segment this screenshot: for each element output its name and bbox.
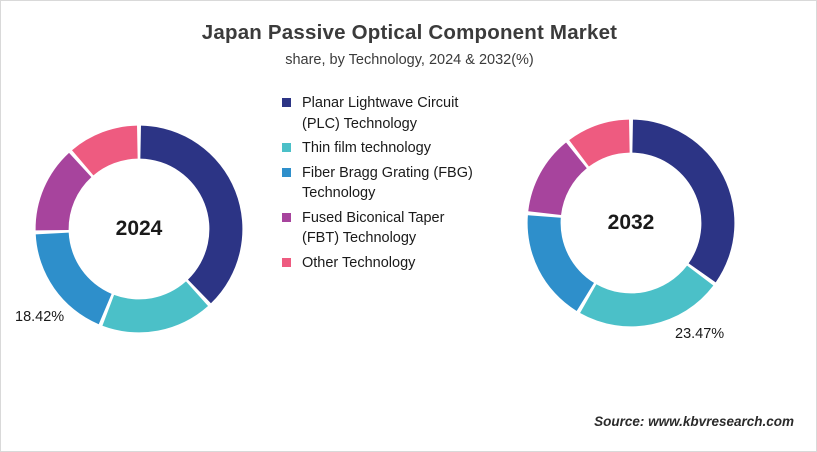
chart-subtitle: share, by Technology, 2024 & 2032(%) — [285, 51, 534, 68]
value-callout-2024: 18.42% — [15, 309, 65, 325]
donut-slice[interactable] — [140, 125, 243, 304]
donut-slice[interactable] — [72, 125, 138, 176]
donut-slice[interactable] — [35, 232, 112, 325]
square-swatch-icon — [282, 167, 291, 177]
page-title: Japan Passive Optical Component Market — [201, 21, 618, 44]
square-swatch-icon — [282, 143, 291, 153]
donut-chart-2024: 2024 — [29, 119, 249, 339]
square-swatch-icon — [282, 258, 291, 268]
legend-item-label: Planar Lightwave Circuit (PLC) Technolog… — [302, 95, 459, 132]
legend-item[interactable]: Planar Lightwave Circuit (PLC) Technolog… — [282, 93, 482, 134]
square-swatch-icon — [282, 98, 291, 107]
donut-slice[interactable] — [527, 215, 595, 311]
donut-svg-2032 — [527, 119, 735, 327]
legend-item-label: Thin film technology — [302, 140, 431, 157]
title-block: Japan Passive Optical Component Market s… — [1, 21, 816, 69]
legend-item[interactable]: Other Technology — [282, 253, 482, 274]
legend-item[interactable]: Thin film technology — [282, 138, 482, 159]
donut-slice[interactable] — [569, 119, 630, 167]
donut-slice[interactable] — [102, 281, 209, 333]
legend-item-label: Other Technology — [302, 255, 416, 272]
legend-item[interactable]: Fused Biconical Taper (FBT) Technology — [282, 208, 482, 249]
donut-slice[interactable] — [580, 265, 714, 327]
source-note: Source: www.kbvresearch.com — [594, 414, 794, 429]
donut-slices-2032 — [527, 119, 735, 327]
value-callout-2032: 23.47% — [675, 326, 725, 342]
donut-slices-2024 — [35, 125, 243, 333]
donut-slice[interactable] — [35, 152, 92, 231]
chart-legend: Planar Lightwave Circuit (PLC) Technolog… — [282, 93, 482, 278]
legend-item-label: Fiber Bragg Grating (FBG) Technology — [302, 164, 473, 202]
square-swatch-icon — [282, 212, 291, 222]
legend-item[interactable]: Fiber Bragg Grating (FBG) Technology — [282, 163, 482, 204]
donut-chart-2032: 2032 — [521, 113, 741, 333]
legend-item-label: Fused Biconical Taper (FBT) Technology — [302, 209, 445, 247]
donut-slice[interactable] — [632, 119, 735, 283]
donut-svg-2024 — [35, 125, 243, 333]
donut-slice[interactable] — [528, 142, 587, 216]
